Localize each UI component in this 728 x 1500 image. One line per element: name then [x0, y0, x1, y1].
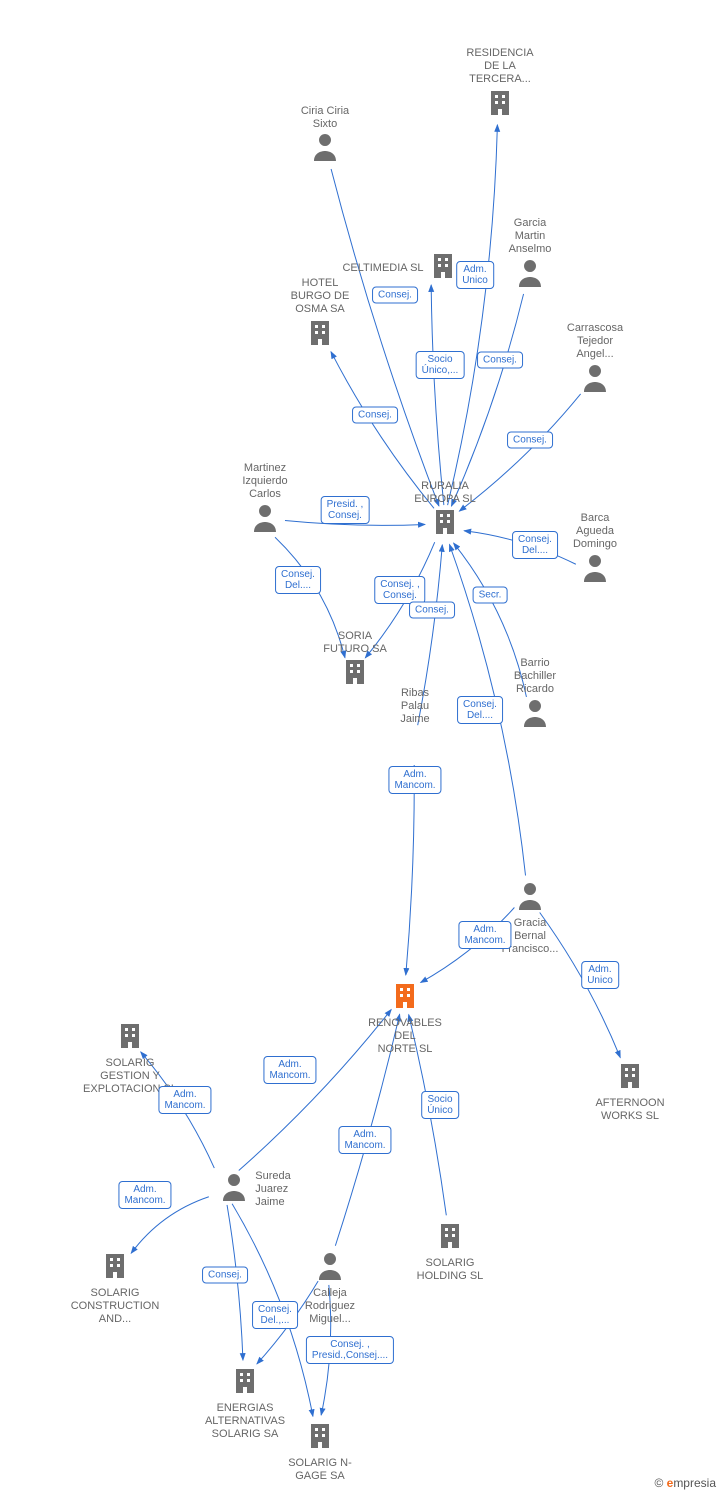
- edge: [406, 765, 414, 975]
- edge: [448, 125, 498, 505]
- edge: [275, 537, 345, 657]
- edge: [431, 285, 444, 505]
- edge: [239, 1010, 391, 1171]
- edge: [409, 1015, 447, 1216]
- edge: [365, 542, 434, 658]
- edge: [335, 1014, 399, 1245]
- edge: [232, 1204, 313, 1417]
- edge: [421, 907, 515, 982]
- edge: [540, 912, 621, 1057]
- edge: [454, 543, 527, 697]
- edge: [331, 169, 439, 506]
- edge: [451, 294, 523, 506]
- copyright: © empresia: [654, 1476, 716, 1490]
- edge: [227, 1205, 243, 1360]
- edge: [141, 1052, 215, 1168]
- edge: [464, 531, 576, 565]
- diagram-canvas: [0, 0, 728, 1500]
- edge: [321, 1285, 331, 1415]
- edge: [285, 521, 425, 526]
- edge: [331, 352, 434, 509]
- edge: [459, 394, 580, 511]
- edge: [131, 1197, 209, 1253]
